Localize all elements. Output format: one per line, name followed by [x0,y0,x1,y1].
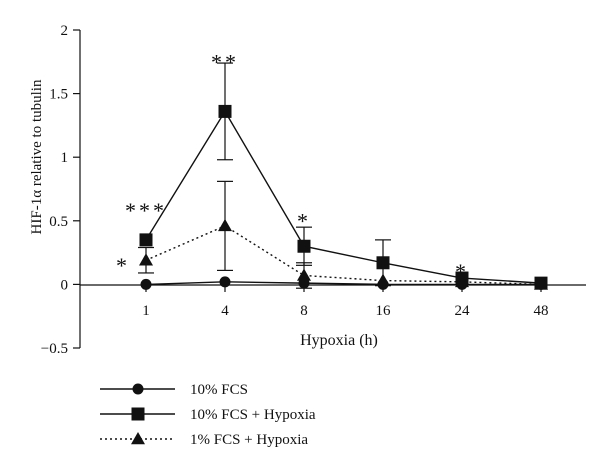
significance-mark: * [297,208,311,233]
series-layer [138,62,548,290]
data-point-circle [535,278,547,290]
data-point-triangle [139,253,153,266]
x-tick-label: 8 [300,303,308,319]
data-point-circle [140,278,152,290]
data-point-square [139,233,153,247]
y-tick-label: 1 [61,150,69,166]
x-axis-label: Hypoxia (h) [300,332,378,349]
data-point-square [376,256,390,270]
series-10-fcs [140,276,547,290]
data-point-triangle [297,268,311,281]
legend-marker-circle [132,383,144,395]
legend-label: 1% FCS + Hypoxia [190,432,308,448]
legend-item: 10% FCS + Hypoxia [100,407,316,423]
x-tick-label: 4 [221,303,229,319]
legend-label: 10% FCS [190,382,248,398]
data-point-circle [456,278,468,290]
data-point-square [297,239,311,253]
legend-label: 10% FCS + Hypoxia [190,407,316,423]
legend-item: 1% FCS + Hypoxia [100,432,308,448]
data-point-circle [377,278,389,290]
series-line [145,110,542,284]
series-line [145,281,541,286]
legend-marker-triangle [131,432,145,445]
significance-mark: * [455,259,469,284]
significance-mark: *** [125,198,167,223]
significance-mark: ** [211,49,239,74]
data-point-circle [219,276,231,288]
axes [79,30,586,348]
legend-item: 10% FCS [100,382,248,398]
data-point-square [218,104,232,118]
legend-marker-square [131,407,145,421]
y-axis-label: HIF-1α relative to tubulin [29,79,45,234]
y-tick-label: 0.5 [49,214,68,230]
y-tick-label: 0 [61,277,69,293]
legend: 10% FCS 10% FCS + Hypoxia 1% FCS + Hypoxia [100,382,316,448]
y-ticks: −0.5 0 0.5 1 1.5 2 [41,23,80,357]
y-tick-label: −0.5 [41,341,68,357]
significance-mark: * [116,253,130,278]
significance-annotations: ******** [116,49,469,284]
data-point-triangle [218,218,232,232]
x-tick-label: 48 [534,303,549,319]
series-1-fcs-hypoxia [138,180,548,290]
series-10-fcs-hypoxia [139,62,548,290]
x-tick-label: 24 [455,303,471,319]
data-point-circle [298,277,310,289]
y-tick-label: 2 [61,23,69,39]
x-tick-label: 16 [376,303,392,319]
x-tick-label: 1 [142,303,150,319]
x-ticks: 1 4 8 16 24 48 [142,285,549,319]
series-line [145,225,542,286]
y-tick-label: 1.5 [49,87,68,103]
